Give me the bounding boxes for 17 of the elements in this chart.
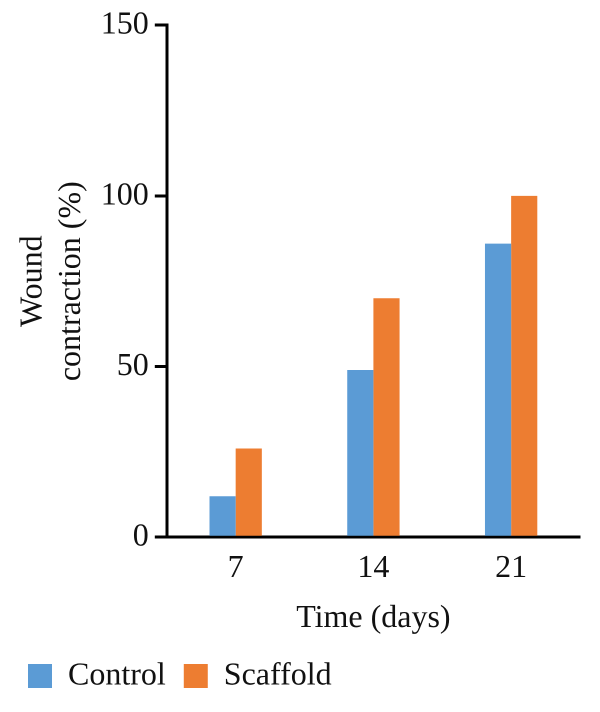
bar (484, 244, 512, 536)
legend-label: Scaffold (224, 655, 332, 692)
x-tick-label: 21 (495, 548, 528, 584)
y-tick-label: 100 (100, 175, 149, 212)
y-tick-label: 150 (100, 4, 149, 41)
legend-label: Control (68, 655, 166, 692)
bar (373, 298, 400, 536)
x-tick-label: 7 (228, 548, 244, 584)
x-tick-label: 14 (357, 548, 390, 584)
bar (236, 448, 262, 536)
y-axis-title: Wound contraction (%) (12, 181, 88, 382)
bar (511, 196, 538, 536)
bar (210, 496, 236, 536)
x-axis-title: Time (days) (296, 598, 451, 634)
y-tick-label: 50 (116, 346, 149, 382)
bar (347, 370, 374, 536)
y-tick-label: 0 (132, 516, 149, 553)
